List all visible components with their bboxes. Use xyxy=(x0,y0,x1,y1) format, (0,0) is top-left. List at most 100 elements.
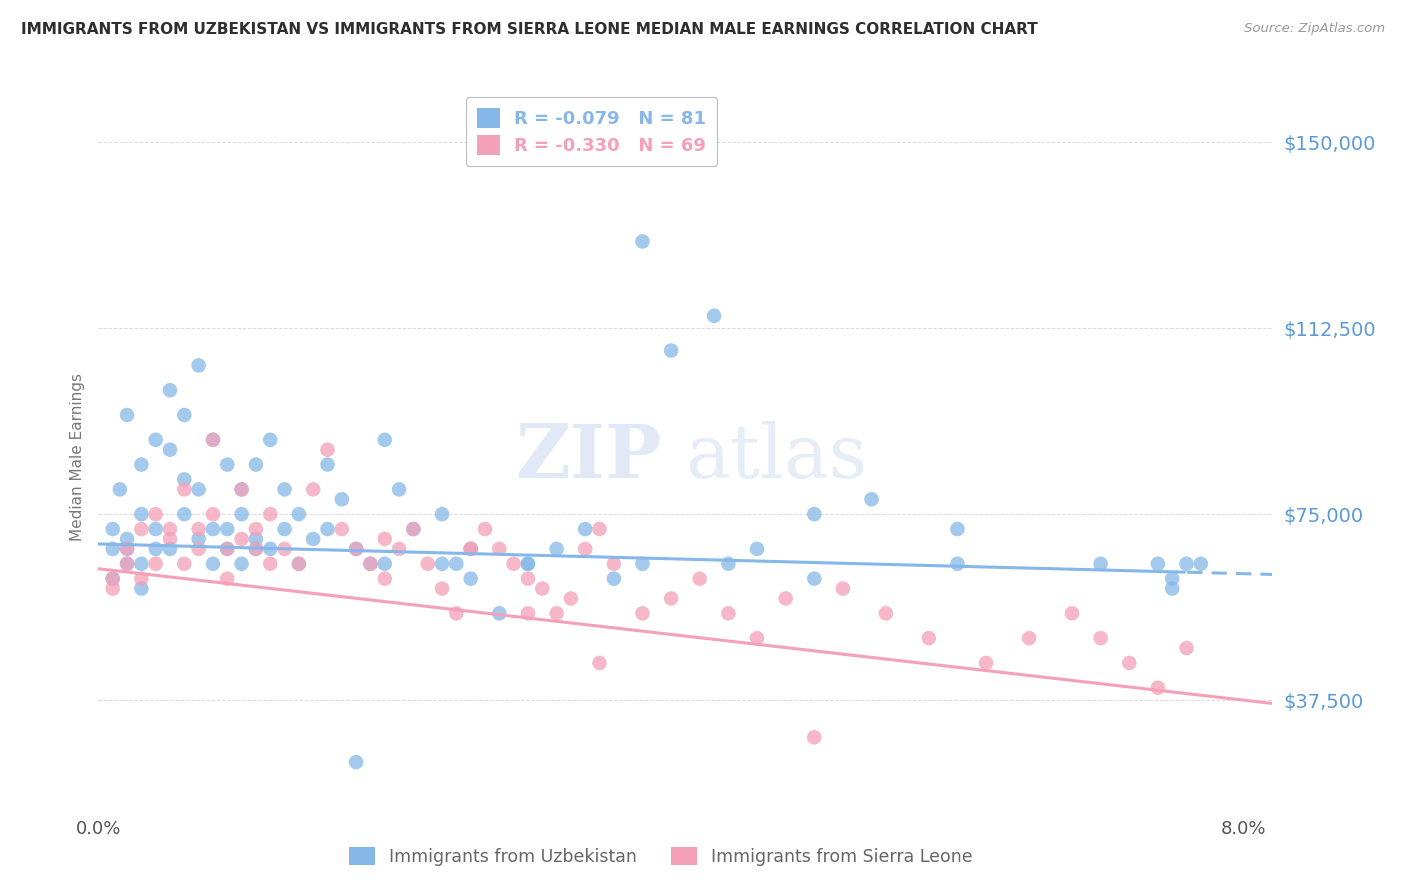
Point xyxy=(344,755,367,769)
Point xyxy=(603,557,626,571)
Point xyxy=(430,507,453,521)
Point xyxy=(1090,557,1112,571)
Text: Source: ZipAtlas.com: Source: ZipAtlas.com xyxy=(1244,22,1385,36)
Point xyxy=(217,458,239,472)
Point xyxy=(1175,641,1198,656)
Point xyxy=(115,557,138,571)
Point xyxy=(273,522,295,536)
Point xyxy=(101,572,124,586)
Point xyxy=(245,458,267,472)
Point xyxy=(430,557,453,571)
Point xyxy=(416,557,439,571)
Point xyxy=(259,557,281,571)
Point xyxy=(574,522,596,536)
Point xyxy=(803,731,825,745)
Point xyxy=(659,343,682,358)
Point xyxy=(217,572,239,586)
Legend: R = -0.079   N = 81, R = -0.330   N = 69: R = -0.079 N = 81, R = -0.330 N = 69 xyxy=(465,97,717,166)
Point xyxy=(446,607,468,621)
Point xyxy=(560,591,582,606)
Point xyxy=(259,541,281,556)
Point xyxy=(288,557,311,571)
Point xyxy=(302,532,325,546)
Point xyxy=(302,483,325,497)
Point xyxy=(101,541,124,556)
Point xyxy=(187,532,209,546)
Point xyxy=(101,572,124,586)
Point xyxy=(245,541,267,556)
Point xyxy=(803,507,825,521)
Point xyxy=(173,408,195,422)
Point xyxy=(159,442,181,457)
Point xyxy=(717,557,740,571)
Point xyxy=(273,483,295,497)
Point xyxy=(488,607,510,621)
Point xyxy=(173,473,195,487)
Point xyxy=(231,483,253,497)
Point xyxy=(201,507,224,521)
Point xyxy=(516,557,538,571)
Point xyxy=(131,507,153,521)
Point xyxy=(1161,582,1184,596)
Y-axis label: Median Male Earnings: Median Male Earnings xyxy=(69,373,84,541)
Point xyxy=(330,522,353,536)
Point xyxy=(745,541,768,556)
Point xyxy=(460,541,482,556)
Point xyxy=(145,541,167,556)
Point xyxy=(446,557,468,571)
Point xyxy=(1118,656,1140,670)
Point xyxy=(131,572,153,586)
Point xyxy=(374,557,396,571)
Point xyxy=(946,522,969,536)
Point xyxy=(131,582,153,596)
Point xyxy=(546,607,568,621)
Point xyxy=(1161,572,1184,586)
Point xyxy=(588,522,610,536)
Point xyxy=(374,532,396,546)
Point xyxy=(344,541,367,556)
Point xyxy=(159,541,181,556)
Point xyxy=(531,582,554,596)
Point xyxy=(187,541,209,556)
Point xyxy=(703,309,725,323)
Point xyxy=(115,541,138,556)
Point xyxy=(946,557,969,571)
Point xyxy=(145,557,167,571)
Point xyxy=(1147,681,1170,695)
Point xyxy=(187,522,209,536)
Point xyxy=(574,541,596,556)
Point xyxy=(245,532,267,546)
Point xyxy=(273,541,295,556)
Legend: Immigrants from Uzbekistan, Immigrants from Sierra Leone: Immigrants from Uzbekistan, Immigrants f… xyxy=(342,840,980,872)
Point xyxy=(832,582,855,596)
Point xyxy=(231,483,253,497)
Point xyxy=(131,458,153,472)
Point xyxy=(388,483,411,497)
Point xyxy=(245,541,267,556)
Point xyxy=(516,557,538,571)
Point xyxy=(187,483,209,497)
Point xyxy=(259,507,281,521)
Point xyxy=(1175,557,1198,571)
Point xyxy=(108,483,131,497)
Point xyxy=(231,532,253,546)
Point xyxy=(374,572,396,586)
Point xyxy=(288,507,311,521)
Point xyxy=(1060,607,1083,621)
Point xyxy=(803,572,825,586)
Point xyxy=(631,557,654,571)
Text: ZIP: ZIP xyxy=(516,421,662,493)
Point xyxy=(115,557,138,571)
Point xyxy=(316,522,339,536)
Point xyxy=(689,572,711,586)
Point xyxy=(173,557,195,571)
Point xyxy=(115,541,138,556)
Point xyxy=(631,607,654,621)
Point xyxy=(603,572,626,586)
Point xyxy=(159,522,181,536)
Point xyxy=(159,532,181,546)
Point xyxy=(288,557,311,571)
Point xyxy=(245,522,267,536)
Point xyxy=(145,433,167,447)
Point xyxy=(231,507,253,521)
